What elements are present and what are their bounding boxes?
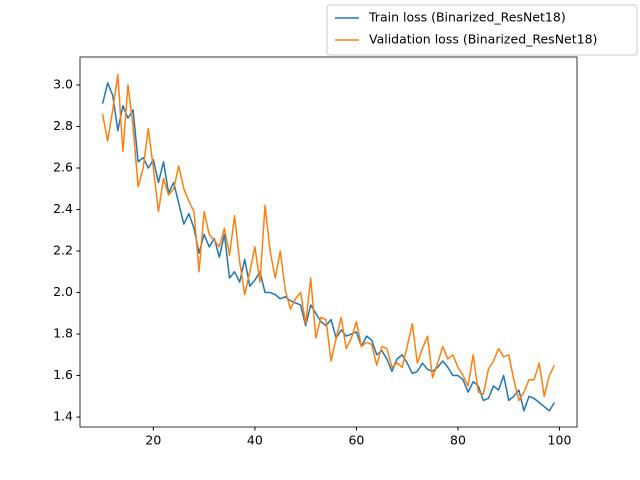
y-tick-label: 2.4 (53, 201, 73, 216)
y-tick-label: 1.6 (53, 367, 73, 382)
y-tick-label: 2.8 (53, 118, 73, 133)
y-tick-label: 2.0 (53, 284, 73, 299)
x-tick-label: 80 (450, 433, 466, 448)
axes-frame (79, 56, 578, 428)
x-tick-label: 60 (348, 433, 364, 448)
y-tick-label: 1.8 (53, 326, 73, 341)
legend-label: Train loss (Binarized_ResNet18) (368, 10, 566, 25)
y-tick-label: 1.4 (53, 409, 73, 424)
line-series (101, 82, 556, 412)
y-tick-label: 3.0 (53, 77, 73, 92)
line-series (101, 73, 556, 402)
legend-label: Validation loss (Binarized_ResNet18) (369, 32, 597, 47)
x-tick-label: 100 (548, 433, 572, 448)
y-tick-label: 2.6 (53, 160, 73, 175)
x-tick-label: 20 (145, 433, 161, 448)
legend-box (326, 4, 638, 56)
y-tick-label: 2.2 (53, 243, 73, 258)
x-tick-label: 40 (247, 433, 263, 448)
